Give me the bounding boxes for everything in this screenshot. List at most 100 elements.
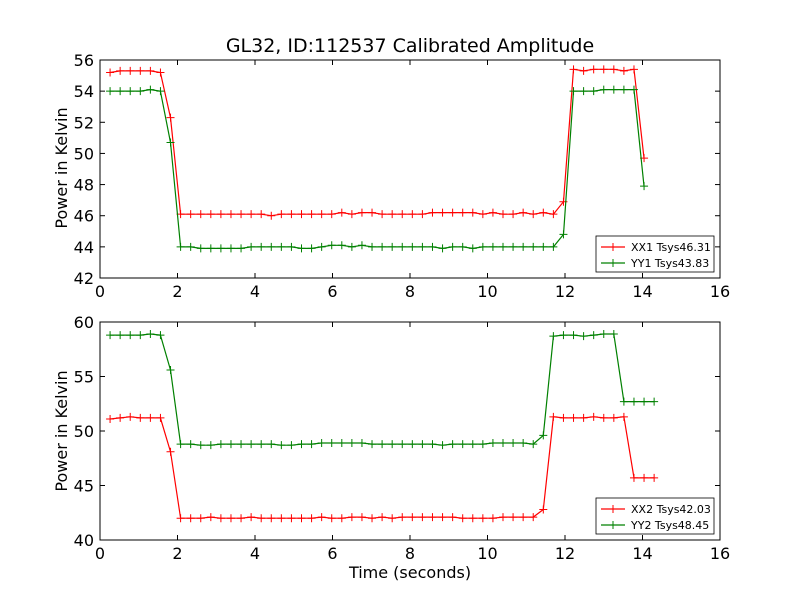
data-point-marker (216, 514, 225, 523)
data-point-marker (609, 85, 618, 94)
data-point-marker (438, 513, 447, 522)
data-point-marker (257, 514, 266, 523)
data-point-marker (136, 87, 145, 96)
data-point-marker (267, 242, 276, 251)
data-point-marker (267, 440, 276, 449)
data-point-marker (186, 242, 195, 251)
data-point-marker (106, 87, 115, 96)
data-point-marker (247, 210, 256, 219)
data-point-marker (398, 210, 407, 219)
data-point-marker (519, 208, 528, 217)
data-point-marker (519, 513, 528, 522)
data-point-marker (206, 210, 215, 219)
data-point-marker (247, 513, 256, 522)
data-point-marker (609, 329, 618, 338)
data-point-marker (428, 513, 437, 522)
data-point-marker (307, 440, 316, 449)
data-point-marker (368, 440, 377, 449)
data-point-marker (237, 514, 246, 523)
data-point-marker (478, 514, 487, 523)
data-point-marker (609, 65, 618, 74)
data-point-marker (307, 210, 316, 219)
legend-label: XX1 Tsys46.31 (631, 241, 711, 254)
data-point-marker (357, 513, 366, 522)
data-point-marker (166, 365, 175, 374)
data-point-marker (368, 208, 377, 217)
data-point-marker (488, 438, 497, 447)
data-point-marker (257, 210, 266, 219)
data-point-marker (237, 440, 246, 449)
data-point-marker (156, 413, 165, 422)
data-point-marker (478, 242, 487, 251)
data-point-marker (468, 244, 477, 253)
data-point-marker (619, 66, 628, 75)
x-tick-label: 0 (95, 282, 105, 301)
y-tick-label: 42 (74, 269, 94, 288)
data-point-marker (277, 210, 286, 219)
y-axis-label-bottom: Power in Kelvin (52, 370, 71, 491)
data-point-marker (186, 440, 195, 449)
data-point-marker (418, 440, 427, 449)
data-point-marker (347, 210, 356, 219)
data-point-marker (378, 513, 387, 522)
data-point-marker (307, 244, 316, 253)
legend-top: XX1 Tsys46.31 YY1 Tsys43.83 (595, 235, 715, 273)
data-point-marker (629, 65, 638, 74)
x-tick-label: 10 (477, 282, 497, 301)
data-point-marker (579, 87, 588, 96)
data-point-marker (549, 412, 558, 421)
data-point-marker (589, 412, 598, 421)
data-point-marker (438, 441, 447, 450)
x-tick-label: 14 (632, 544, 652, 563)
data-point-marker (126, 412, 135, 421)
data-point-marker (337, 241, 346, 250)
data-point-marker (317, 513, 326, 522)
data-point-marker (226, 244, 235, 253)
data-point-marker (226, 210, 235, 219)
data-point-marker (509, 210, 518, 219)
data-point-marker (196, 441, 205, 450)
data-point-marker (640, 473, 649, 482)
y-tick-label: 56 (74, 51, 94, 70)
data-point-marker (609, 413, 618, 422)
data-point-marker (146, 66, 155, 75)
chart-title: GL32, ID:112537 Calibrated Amplitude (226, 35, 594, 57)
y-tick-label: 50 (74, 144, 94, 163)
data-point-marker (126, 331, 135, 340)
x-tick-label: 8 (405, 544, 415, 563)
legend-bottom: XX2 Tsys42.03 YY2 Tsys48.45 (595, 497, 715, 535)
data-point-marker (438, 208, 447, 217)
data-point-marker (579, 332, 588, 341)
data-point-marker (599, 85, 608, 94)
y-tick-label: 48 (74, 176, 94, 195)
data-point-marker (337, 208, 346, 217)
data-point-marker (347, 242, 356, 251)
data-point-marker (539, 431, 548, 440)
x-tick-label: 6 (327, 282, 337, 301)
data-point-marker (388, 210, 397, 219)
x-tick-label: 0 (95, 544, 105, 563)
legend-label: XX2 Tsys42.03 (631, 503, 711, 516)
data-point-marker (629, 85, 638, 94)
subplot-top: GL32, ID:112537 Calibrated Amplitude Pow… (52, 35, 730, 301)
data-point-marker (559, 413, 568, 422)
data-point-marker (277, 514, 286, 523)
data-point-marker (629, 473, 638, 482)
data-point-marker (287, 514, 296, 523)
data-point-marker (116, 413, 125, 422)
x-axis-label: Time (seconds) (348, 563, 471, 582)
data-point-marker (499, 513, 507, 522)
data-point-marker (428, 242, 437, 251)
data-point-marker (509, 438, 518, 447)
data-point-marker (398, 440, 407, 449)
data-point-marker (287, 210, 296, 219)
data-point-marker (488, 208, 497, 217)
data-point-marker (569, 87, 578, 96)
data-point-marker (428, 440, 437, 449)
data-point-marker (267, 211, 276, 220)
data-point-marker (378, 210, 387, 219)
data-point-marker (529, 210, 538, 219)
data-point-marker (398, 242, 407, 251)
data-point-marker (136, 331, 145, 340)
